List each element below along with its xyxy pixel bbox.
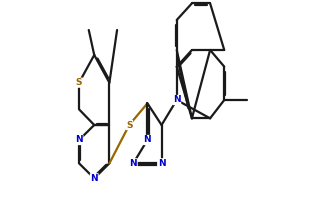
Text: N: N [158,159,165,168]
Text: N: N [130,159,137,168]
Text: N: N [75,136,83,144]
Text: S: S [126,121,133,130]
Text: N: N [173,96,180,104]
Text: S: S [76,78,82,87]
Text: N: N [91,174,98,183]
Text: N: N [144,136,151,144]
